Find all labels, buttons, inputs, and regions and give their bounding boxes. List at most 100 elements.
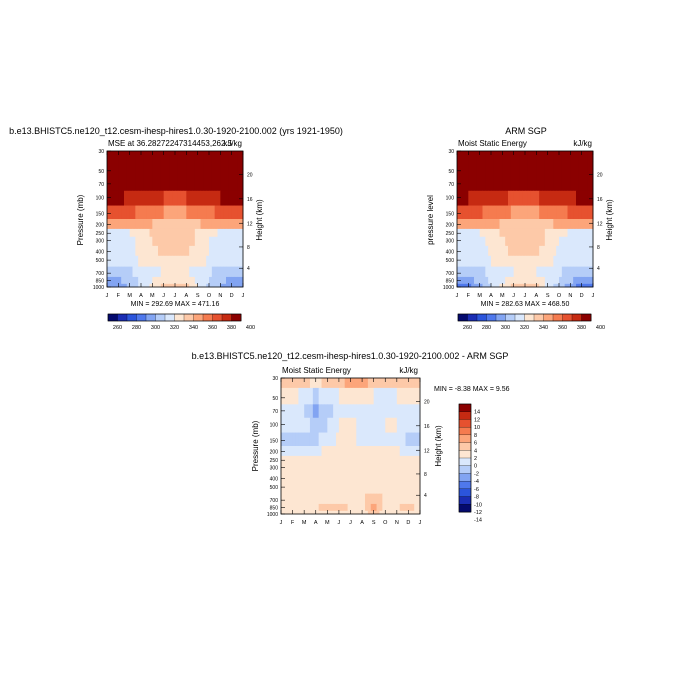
panel-model-cell [189,160,193,178]
panel-model-cell [149,255,153,268]
panel-diff-cell [391,510,395,515]
colorbar-diff-label: 10 [474,425,480,431]
panel-obs-cell [474,160,478,178]
panel-model-cell [109,228,114,238]
panel-diff-cell [333,446,337,457]
panel-model-xtick-label: A [139,293,143,299]
panel-model-cell [126,160,131,178]
panel-model-cell [124,266,128,278]
panel-obs-cell [590,190,594,206]
panel-diff-cell [350,417,354,433]
colorbar-diff-label: 14 [474,410,480,416]
panel-model-cell [129,190,133,206]
panel-obs-xtick-label: A [489,293,493,299]
colorbar-diff-swatch [458,411,472,420]
panel-model-cell [209,151,213,162]
panel-model-cell [197,276,201,285]
panel-model-cell [155,236,159,247]
panel-obs-cell [553,177,557,192]
panel-model-cell [231,266,235,278]
panel-model-cell [240,151,244,162]
panel-obs-cell [513,177,517,192]
panel-model-colorbar: 260 280 300 320 340 360 380 400 [107,313,255,331]
colorbar-diff-swatch [458,403,472,413]
panel-model-cell [217,160,221,178]
panel-diff-cell [307,503,311,512]
panel-diff-cell [338,404,343,419]
panel-model-cell [206,266,210,278]
panel-model-cell [189,219,193,230]
panel-model-cell [129,266,133,278]
panel-diff-cell [289,463,293,474]
panel-obs-cell [553,219,557,230]
panel-obs-cell [590,236,594,247]
panel-model-cell [192,228,196,238]
panel-diff-cell [417,482,421,495]
panel-diff-cell [382,503,386,512]
panel-model-cell [197,190,201,206]
panel-obs-cell [499,245,503,257]
panel-diff-cell [283,482,288,495]
panel-obs-cell [479,205,483,220]
panel-diff-cell [393,455,398,465]
panel-diff-cell [359,387,363,405]
panel-model-xtick-label: N [218,293,222,299]
panel-model-cell [209,205,213,220]
panel-model-cell [124,228,128,238]
panel-obs-cell [502,283,506,288]
panel-diff-cell [391,387,395,405]
panel-model-cell [141,151,145,162]
panel-model-cell [240,177,244,192]
panel-model-cell [172,276,176,285]
panel-obs-cell [510,266,515,278]
panel-model-cell [237,276,241,285]
panel-diff-cell [304,503,308,512]
panel-model-cell [226,190,230,206]
panel-obs-cell [505,283,509,288]
panel-diff-cell [286,378,291,389]
panel-obs-cell [527,151,532,162]
panel-obs-cell [556,219,560,230]
panel-obs-cell [542,266,546,278]
panel-diff-cell [362,404,366,419]
panel-diff-cell [327,463,331,474]
panel-diff-cell [385,472,389,484]
panel-diff-cell [307,463,311,474]
panel-diff-cell [370,404,375,419]
panel-obs-cell [573,160,577,178]
panel-obs-cell [468,236,472,247]
panel-obs-cell [527,236,532,247]
panel-diff-xtick-label: S [372,520,376,526]
colorbar-diff-swatch [458,419,472,428]
panel-obs-cell [462,283,466,288]
panel-model-cell [143,255,148,268]
colorbar-diff-swatch [458,457,472,467]
panel-obs-cell [533,151,537,162]
panel-diff-cell [364,378,369,389]
panel-obs-cell [556,245,560,257]
panel-model-cell [183,276,187,285]
panel-obs-cell [505,228,509,238]
panel-obs-cell [556,228,560,238]
panel-model-cell [175,177,179,192]
panel-model-cell [186,219,190,230]
panel-obs-cell [561,283,566,288]
panel-diff-cell [417,510,421,515]
panel-diff-cell [338,432,343,447]
panel-obs-cell [550,255,554,268]
panel-diff-cell [312,404,317,419]
panel-obs-cell [508,219,512,230]
panel-obs-cell [564,236,568,247]
panel-obs-cell [465,266,469,278]
panel-diff-cell [362,417,366,433]
panel-obs-cell [587,205,591,220]
panel-diff-cell [324,503,328,512]
panel-model-cell [197,236,201,247]
panel-obs-cell [581,219,585,230]
panel-diff-cell [359,378,363,389]
panel-diff-cell [367,493,372,505]
panel-obs-cell [561,190,566,206]
panel-diff-cell [301,463,305,474]
panel-obs-xtick-label: A [534,293,538,299]
panel-obs-cell [536,160,540,178]
